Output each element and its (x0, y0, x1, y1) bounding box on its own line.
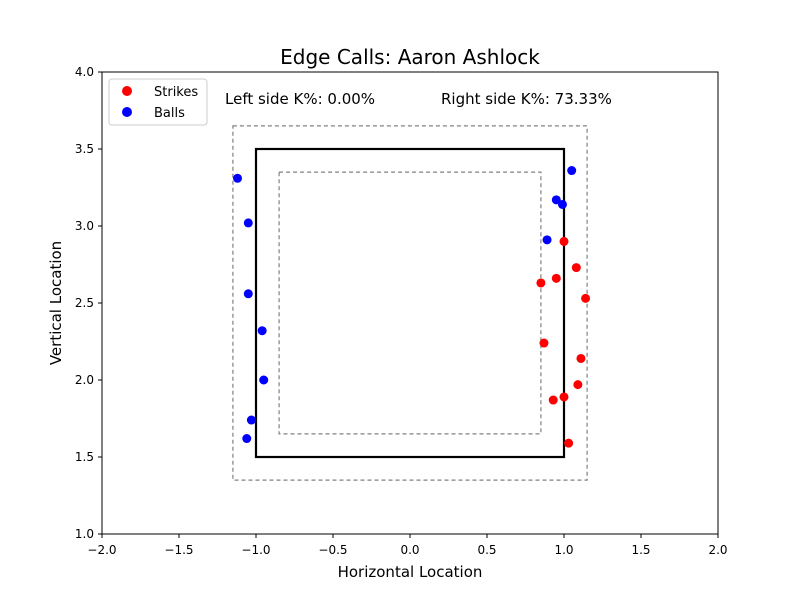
legend-box (108, 78, 208, 126)
left-side-k-annotation: Left side K%: 0.00% (225, 90, 375, 108)
x-tick-label: 0.0 (400, 543, 419, 557)
point-strikes (551, 273, 561, 283)
plot-area (101, 71, 719, 535)
right-side-k-annotation: Right side K%: 73.33% (441, 90, 612, 108)
y-tick-label: 1.5 (75, 450, 94, 464)
point-balls (557, 199, 567, 209)
point-strikes (559, 236, 569, 246)
legend-marker-strikes (122, 86, 132, 96)
point-balls (243, 218, 253, 228)
y-tick-label: 2.0 (75, 373, 94, 387)
point-strikes (581, 293, 591, 303)
point-strikes (564, 438, 574, 448)
x-tick-label: 1.5 (631, 543, 650, 557)
x-tick-label: −1.5 (164, 543, 193, 557)
y-tick-label: 3.0 (75, 219, 94, 233)
point-balls (257, 326, 267, 336)
outer-edge-zone (232, 125, 588, 481)
y-tick-label: 2.5 (75, 296, 94, 310)
y-axis-label: Vertical Location (47, 241, 65, 365)
y-axis-ticks: 1.0 1.5 2.0 2.5 3.0 3.5 4.0 (75, 65, 102, 541)
point-strikes (539, 338, 549, 348)
point-strikes (548, 395, 558, 405)
y-tick-label: 3.5 (75, 142, 94, 156)
point-strikes (571, 263, 581, 273)
point-balls (233, 173, 243, 183)
legend-label-strikes: Strikes (154, 85, 198, 100)
strike-zone (254, 147, 566, 459)
inner-edge-zone (278, 171, 542, 435)
x-tick-label: 1.0 (554, 543, 573, 557)
x-tick-label: −2.0 (87, 543, 116, 557)
point-balls (246, 415, 256, 425)
chart-title: Edge Calls: Aaron Ashlock (280, 45, 540, 69)
point-strikes (559, 392, 569, 402)
point-balls (259, 375, 269, 385)
legend-label-balls: Balls (154, 106, 185, 121)
x-tick-label: 2.0 (708, 543, 727, 557)
legend: Strikes Balls (108, 78, 208, 126)
point-strikes (536, 278, 546, 288)
point-balls (542, 235, 552, 245)
plot-frame (101, 71, 719, 535)
x-axis-label: Horizontal Location (338, 563, 483, 581)
x-tick-label: −1.0 (241, 543, 270, 557)
point-balls (567, 166, 577, 176)
point-strikes (573, 380, 583, 390)
zones-layer (232, 125, 588, 481)
point-balls (242, 434, 252, 444)
x-tick-label: −0.5 (318, 543, 347, 557)
points-layer (233, 166, 591, 448)
point-balls (243, 289, 253, 299)
legend-marker-balls (122, 107, 132, 117)
point-strikes (576, 353, 586, 363)
x-tick-label: 0.5 (477, 543, 496, 557)
y-tick-label: 1.0 (75, 527, 94, 541)
x-axis-ticks: −2.0 −1.5 −1.0 −0.5 0.0 0.5 1.0 1.5 2.0 (87, 534, 728, 557)
point-balls (551, 195, 561, 205)
y-tick-label: 4.0 (75, 65, 94, 79)
